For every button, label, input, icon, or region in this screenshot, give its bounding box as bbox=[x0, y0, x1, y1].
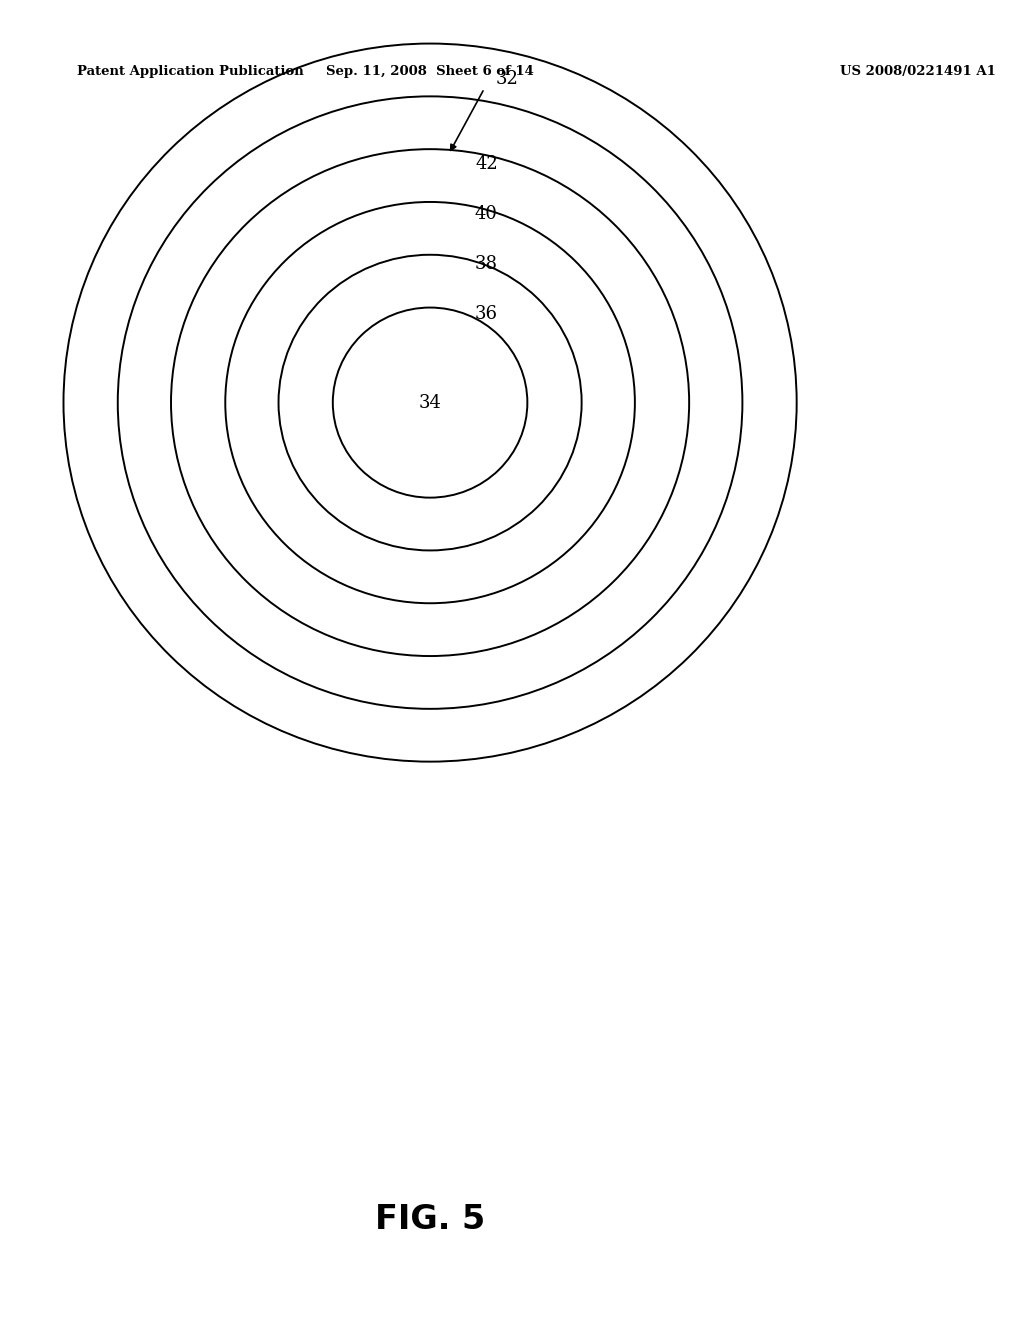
Text: Sep. 11, 2008  Sheet 6 of 14: Sep. 11, 2008 Sheet 6 of 14 bbox=[326, 65, 535, 78]
Text: 34: 34 bbox=[419, 393, 441, 412]
Text: 32: 32 bbox=[496, 70, 518, 88]
Text: US 2008/0221491 A1: US 2008/0221491 A1 bbox=[840, 65, 995, 78]
Text: 36: 36 bbox=[475, 305, 498, 323]
Text: FIG. 5: FIG. 5 bbox=[375, 1204, 485, 1236]
Text: Patent Application Publication: Patent Application Publication bbox=[77, 65, 303, 78]
Text: 42: 42 bbox=[475, 154, 498, 173]
Text: 40: 40 bbox=[475, 205, 498, 223]
Text: 38: 38 bbox=[475, 255, 498, 273]
